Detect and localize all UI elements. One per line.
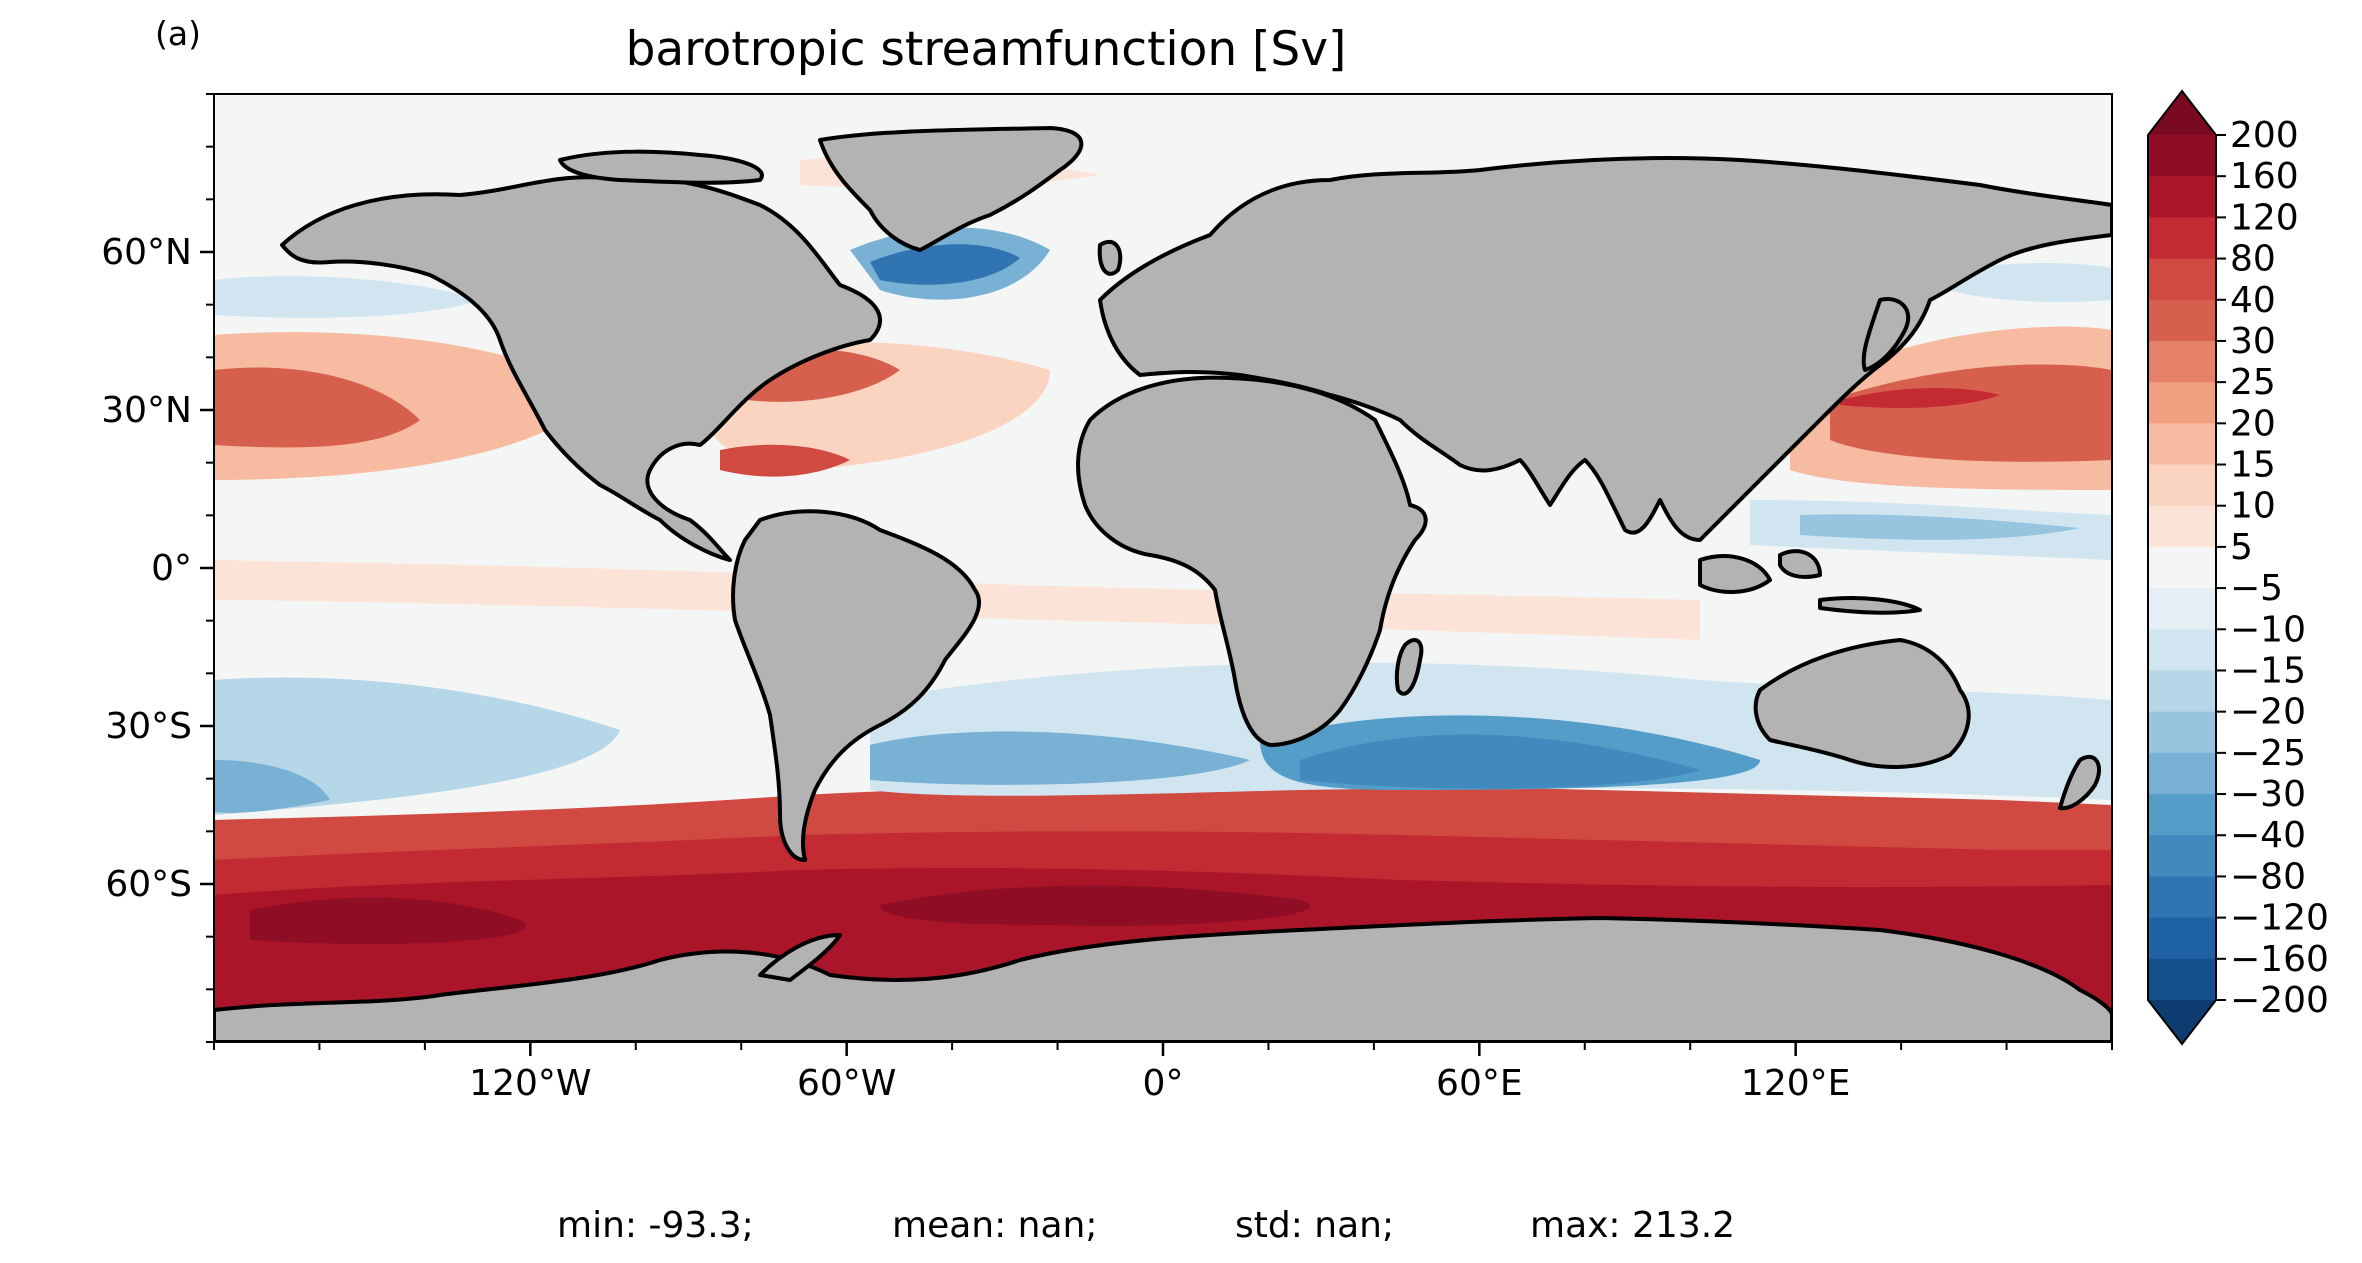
south-pacific-gyre-core	[214, 760, 330, 813]
south-pacific-gyre	[214, 677, 620, 815]
y-tick-label: 30°S	[105, 706, 192, 747]
map-title: barotropic streamfunction [Sv]	[0, 22, 2362, 77]
north-pacific-gyre-core	[214, 364, 2112, 462]
map-axes: 120°W 60°W 0° 60°E 120°E 60°N 30°N 0° 30°S 60°S	[101, 93, 2113, 1104]
stat-max: max: 213.2	[1530, 1205, 1736, 1246]
map-title-text: barotropic streamfunction [Sv]	[625, 22, 1347, 77]
indonesia	[1698, 549, 1922, 615]
kuroshio-core	[1840, 388, 2000, 408]
colorbar-segment	[2148, 464, 2216, 507]
british-isles	[1097, 239, 1123, 276]
greenland	[818, 126, 1084, 252]
south-america	[731, 509, 982, 862]
colorbar-segment	[2148, 670, 2216, 713]
north-pacific-tropical-neg-core	[1800, 514, 2080, 540]
colorbar-tick-label: 200	[2230, 115, 2299, 156]
colorbar-tick-label: −160	[2230, 939, 2329, 980]
colorbar-segment	[2148, 711, 2216, 754]
x-tick-label: 0°	[1143, 1063, 1184, 1104]
australia	[1753, 638, 1971, 769]
colorbar-segment	[2148, 382, 2216, 424]
y-tick-label: 30°N	[101, 390, 192, 431]
stat-min: min: -93.3;	[557, 1205, 754, 1246]
north-pacific-gyre	[214, 326, 2112, 490]
arctic-islands	[558, 149, 764, 185]
colorbar-tick-label: 30	[2230, 321, 2276, 362]
colorbar-tick-label: 20	[2230, 403, 2276, 444]
colorbar-tick-label: −5	[2230, 568, 2283, 609]
colorbar-extend-top	[2148, 91, 2216, 135]
caribbean-core	[720, 444, 850, 477]
colorbar-tick-label: −20	[2230, 692, 2306, 733]
x-tick-label: 60°W	[797, 1063, 896, 1104]
north-pacific-subpolar	[214, 263, 2112, 318]
colorbar-segment	[2148, 505, 2216, 548]
colorbar-segment	[2148, 588, 2216, 630]
eurasia	[1098, 156, 2112, 542]
colorbar-segment	[2148, 794, 2216, 836]
colorbar-tick-label: 80	[2230, 239, 2276, 280]
stat-mean: mean: nan;	[892, 1205, 1098, 1246]
colorbar-segment	[2148, 629, 2216, 672]
colorbar-segment	[2148, 217, 2216, 260]
antarctic-peninsula	[758, 933, 842, 982]
colorbar-tick-label: 10	[2230, 486, 2276, 527]
colorbar-segment	[2148, 423, 2216, 466]
colorbar-segment	[2148, 876, 2216, 919]
japan	[1861, 297, 1911, 372]
colorbar-tick-label: 120	[2230, 197, 2299, 238]
colorbar-segment	[2148, 135, 2216, 177]
colorbar-segment	[2148, 340, 2216, 383]
colorbar-segment	[2148, 958, 2216, 1001]
acc-band-max	[250, 885, 1310, 944]
y-tick-label: 60°N	[101, 232, 192, 273]
colorbar-tick-label: 5	[2230, 527, 2253, 568]
colorbar-tick-label: −30	[2230, 774, 2306, 815]
colorbar-extend-bottom	[2148, 1000, 2216, 1044]
colorbar-tick-label: −40	[2230, 815, 2306, 856]
y-tick-label: 0°	[151, 548, 192, 589]
panel-label: (a)	[155, 14, 201, 53]
colorbar-segment	[2148, 299, 2216, 342]
y-tick-label: 60°S	[105, 864, 192, 905]
x-tick-label: 120°W	[469, 1063, 591, 1104]
stat-std: std: nan;	[1235, 1205, 1395, 1246]
colorbar-tick-label: −80	[2230, 856, 2306, 897]
south-indian-gyre-strong	[1300, 734, 1700, 789]
madagascar	[1394, 638, 1424, 696]
subpolar-gyre-core	[870, 244, 1020, 285]
map-area	[214, 94, 2112, 1042]
statistics-line: min: -93.3; mean: nan; std: nan; max: 21…	[0, 1205, 2362, 1255]
new-zealand	[2058, 754, 2101, 811]
colorbar-tick-label: −120	[2230, 898, 2329, 939]
colorbar-tick-label: 40	[2230, 280, 2276, 321]
colorbar-tick-label: −15	[2230, 650, 2306, 691]
antarctica	[214, 916, 2112, 1042]
colorbar-tick-label: 15	[2230, 445, 2276, 486]
x-tick-label: 120°E	[1741, 1063, 1850, 1104]
colorbar-tick-label: 25	[2230, 362, 2276, 403]
colorbar-tick-label: −200	[2230, 980, 2329, 1021]
colorbar-segment	[2148, 752, 2216, 795]
colorbar-tick-label: −10	[2230, 609, 2306, 650]
colorbar-tick-label: 160	[2230, 156, 2299, 197]
colorbar-tick-label: −25	[2230, 733, 2306, 774]
colorbar-segment	[2148, 917, 2216, 960]
south-atlantic-gyre	[870, 731, 1250, 785]
colorbar-segment	[2148, 176, 2216, 218]
x-tick-label: 60°E	[1436, 1063, 1523, 1104]
colorbar-segment	[2148, 258, 2216, 301]
colorbar-segment	[2148, 835, 2216, 878]
land	[214, 126, 2112, 1042]
colorbar-segment	[2148, 546, 2216, 589]
colorbar: 200160120804030252015105−5−10−15−20−25−3…	[2147, 89, 2329, 1046]
